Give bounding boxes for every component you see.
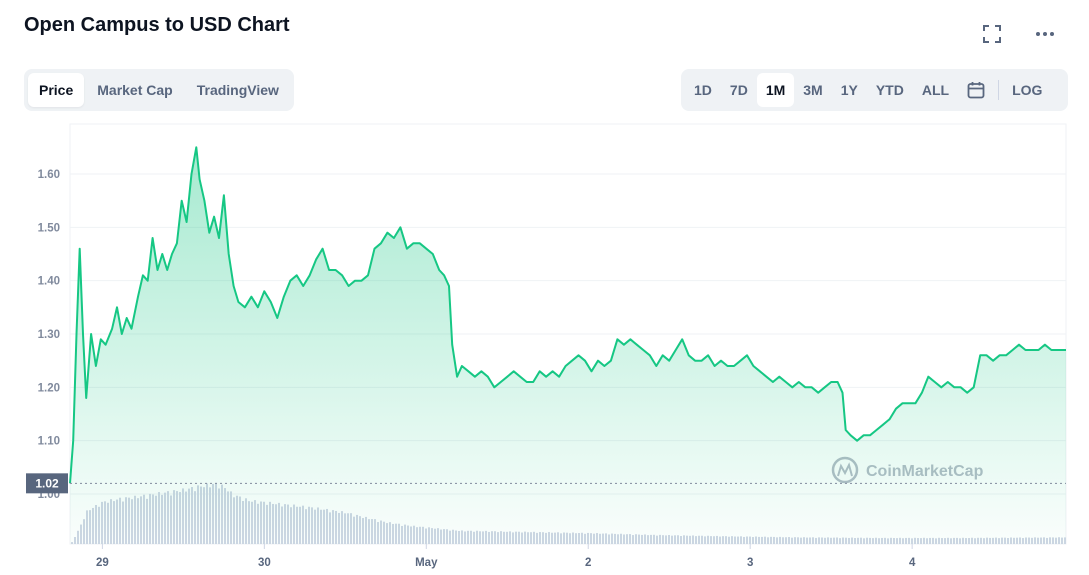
reference-price-badge (26, 473, 68, 494)
range-all[interactable]: ALL (921, 82, 950, 98)
range-1d[interactable]: 1D (694, 82, 712, 98)
x-tick-label: 3 (747, 557, 753, 569)
range-ytd[interactable]: YTD (875, 82, 904, 98)
x-tick-label: 29 (96, 557, 109, 569)
range-divider (998, 80, 1000, 100)
y-tick-label: 1.20 (38, 382, 60, 394)
range-1m[interactable]: 1M (756, 73, 795, 107)
calendar-icon[interactable] (958, 73, 994, 107)
y-tick-label: 1.50 (38, 222, 60, 234)
chart-type-tabs: Price Market Cap TradingView (24, 69, 294, 111)
tab-price[interactable]: Price (28, 73, 85, 107)
x-tick-label: 30 (258, 557, 271, 569)
y-tick-label: 1.60 (38, 169, 60, 181)
tab-market-cap[interactable]: Market Cap (97, 82, 173, 98)
price-area-fill (70, 147, 1066, 545)
fullscreen-icon[interactable] (978, 20, 1006, 48)
x-tick-label: May (415, 557, 438, 569)
range-1y[interactable]: 1Y (840, 82, 858, 98)
y-tick-label: 1.30 (38, 329, 60, 341)
log-scale-toggle[interactable]: LOG (1012, 82, 1043, 98)
tab-tradingview[interactable]: TradingView (196, 82, 279, 98)
page-title: Open Campus to USD Chart (24, 14, 290, 36)
range-7d[interactable]: 7D (729, 82, 748, 98)
price-line (69, 146, 1066, 484)
x-tick-label: 4 (909, 557, 916, 569)
time-range-selector: 1D 7D 1M 3M 1Y YTD ALL LOG (681, 69, 1068, 111)
y-tick-label: 1.40 (38, 276, 60, 288)
x-tick-label: 2 (585, 557, 591, 569)
range-3m[interactable]: 3M (803, 82, 823, 98)
y-tick-label: 1.10 (38, 436, 60, 448)
reference-price-label: 1.02 (35, 476, 59, 490)
more-options-icon[interactable] (1031, 20, 1059, 48)
